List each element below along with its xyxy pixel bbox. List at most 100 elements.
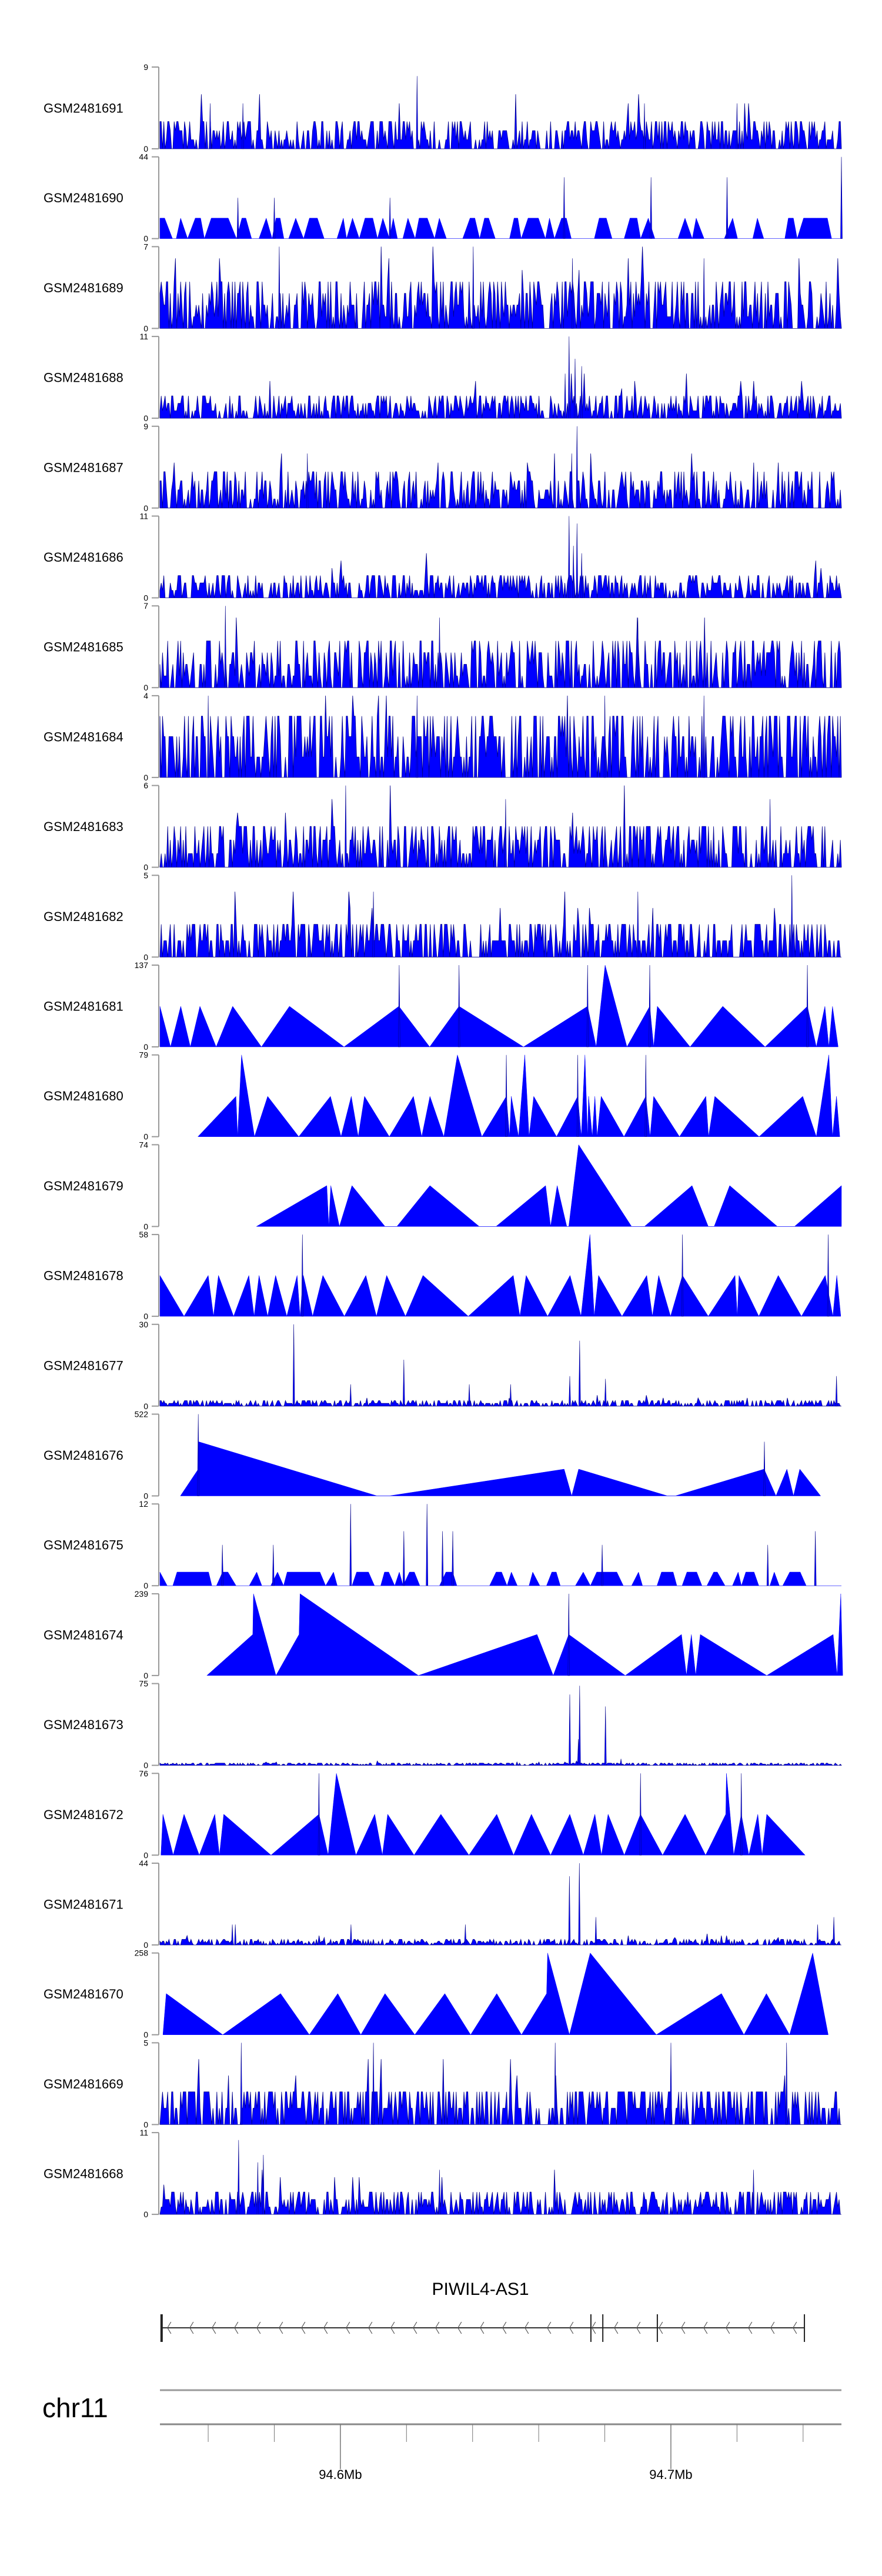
track-GSM2481675: GSM2481675 12 0 (44, 1499, 841, 1590)
track-GSM2481676: GSM2481676 522 0 (44, 1410, 821, 1501)
strand-arrow-icon (413, 2321, 417, 2334)
track-GSM2481673: GSM2481673 75 0 (44, 1679, 842, 1770)
track-GSM2481682: GSM2481682 5 0 (44, 870, 841, 962)
coverage-peak (234, 1924, 237, 1946)
coverage-peak (224, 606, 227, 688)
coverage-peak (833, 1917, 835, 1946)
strand-arrow-icon (569, 2321, 574, 2334)
coverage-peak (349, 1504, 352, 1586)
coverage-peak (472, 246, 475, 329)
track-label: GSM2481684 (44, 729, 123, 744)
coverage-peak (649, 965, 651, 1047)
coverage-peak (580, 366, 583, 419)
track-label: GSM2481669 (44, 2077, 123, 2091)
coverage-area (180, 1442, 821, 1497)
gene-track: PIWIL4-AS1 (160, 2280, 806, 2342)
coverage-peak (372, 2043, 375, 2125)
coverage-area (159, 94, 842, 149)
track-GSM2481670: GSM2481670 258 0 (44, 1948, 828, 2040)
track-GSM2481686: GSM2481686 11 0 (44, 512, 842, 603)
coverage-peak (389, 198, 392, 239)
track-label: GSM2481685 (44, 640, 123, 655)
coverage-peak (438, 618, 441, 688)
track-GSM2481668: GSM2481668 11 0 (44, 2128, 841, 2219)
strand-arrow-icon (323, 2321, 328, 2334)
coverage-peak (670, 2043, 672, 2125)
track-GSM2481687: GSM2481687 9 0 (44, 422, 842, 513)
y-max-label: 7 (143, 242, 148, 251)
y-max-label: 75 (139, 1679, 148, 1689)
track-label: GSM2481683 (44, 819, 123, 834)
y-max-label: 5 (143, 2038, 148, 2047)
coverage-peak (806, 965, 808, 1047)
y-min-label: 0 (143, 1761, 148, 1770)
coverage-peak (827, 1234, 830, 1317)
coverage-peak (554, 2043, 557, 2125)
coverage-peak (570, 453, 573, 509)
track-label: GSM2481677 (44, 1358, 123, 1373)
coverage-peak (703, 695, 706, 778)
coverage-peak (505, 1055, 507, 1137)
y-max-label: 30 (139, 1320, 148, 1329)
y-min-label: 0 (143, 1491, 148, 1501)
strand-arrow-icon (726, 2321, 730, 2334)
track-label: GSM2481675 (44, 1538, 123, 1553)
track-label: GSM2481680 (44, 1089, 123, 1103)
coverage-area (159, 246, 842, 329)
coverage-peak (398, 965, 400, 1047)
coverage-peak (505, 799, 507, 867)
track-GSM2481689: GSM2481689 7 0 (44, 242, 842, 333)
coverage-area (159, 1234, 841, 1317)
strand-arrow-icon (234, 2321, 239, 2334)
strand-arrow-icon (189, 2321, 194, 2334)
coverage-area (162, 1953, 828, 2036)
y-max-label: 522 (135, 1410, 149, 1419)
track-label: GSM2481691 (44, 101, 123, 116)
strand-arrow-icon (524, 2321, 529, 2334)
track-label: GSM2481679 (44, 1179, 123, 1193)
track-GSM2481674: GSM2481674 239 0 (44, 1589, 843, 1680)
track-label: GSM2481681 (44, 999, 123, 1014)
coverage-peak (814, 1531, 817, 1586)
track-GSM2481669: GSM2481669 5 0 (44, 2038, 841, 2129)
coverage-peak (569, 1694, 571, 1766)
coverage-peak (580, 553, 583, 598)
coverage-peak (574, 358, 576, 419)
coverage-area (159, 695, 842, 778)
coverage-area (159, 1395, 841, 1407)
strand-arrow-icon (659, 2321, 663, 2334)
y-max-label: 44 (139, 1858, 148, 1868)
track-GSM2481681: GSM2481681 137 0 (44, 960, 838, 1052)
y-min-label: 0 (143, 1850, 148, 1860)
coverage-peak (236, 198, 239, 239)
track-GSM2481685: GSM2481685 7 0 (44, 601, 842, 692)
axis-tick-label: 94.6Mb (319, 2467, 362, 2482)
coverage-peak (766, 1544, 769, 1586)
chromosome-label: chr11 (42, 2393, 108, 2423)
strand-arrow-icon (636, 2321, 641, 2334)
y-max-label: 9 (143, 422, 148, 431)
coverage-peak (350, 1924, 352, 1946)
coverage-peak (278, 246, 280, 329)
strand-arrow-icon (748, 2321, 753, 2334)
coverage-peak (594, 1917, 597, 1946)
y-max-label: 11 (139, 332, 148, 341)
y-max-label: 58 (139, 1230, 148, 1239)
coverage-peak (681, 1234, 684, 1317)
coverage-peak (578, 1340, 581, 1407)
coverage-peak (197, 1414, 200, 1496)
coverage-peak (840, 156, 843, 239)
coverage-peak (569, 1376, 571, 1407)
y-min-label: 0 (143, 1132, 148, 1142)
coverage-peak (402, 1531, 405, 1586)
track-label: GSM2481670 (44, 1987, 123, 2001)
track-GSM2481684: GSM2481684 4 0 (44, 691, 842, 782)
coverage-peak (372, 892, 375, 957)
track-label: GSM2481674 (44, 1627, 123, 1642)
coverage-peak (763, 1442, 766, 1496)
coverage-peak (301, 1234, 304, 1317)
track-GSM2481691: GSM2481691 9 0 (44, 62, 842, 154)
data-tracks: GSM248169190GSM2481690440GSM248168970GSM… (44, 62, 843, 2219)
coverage-peak (209, 103, 212, 149)
